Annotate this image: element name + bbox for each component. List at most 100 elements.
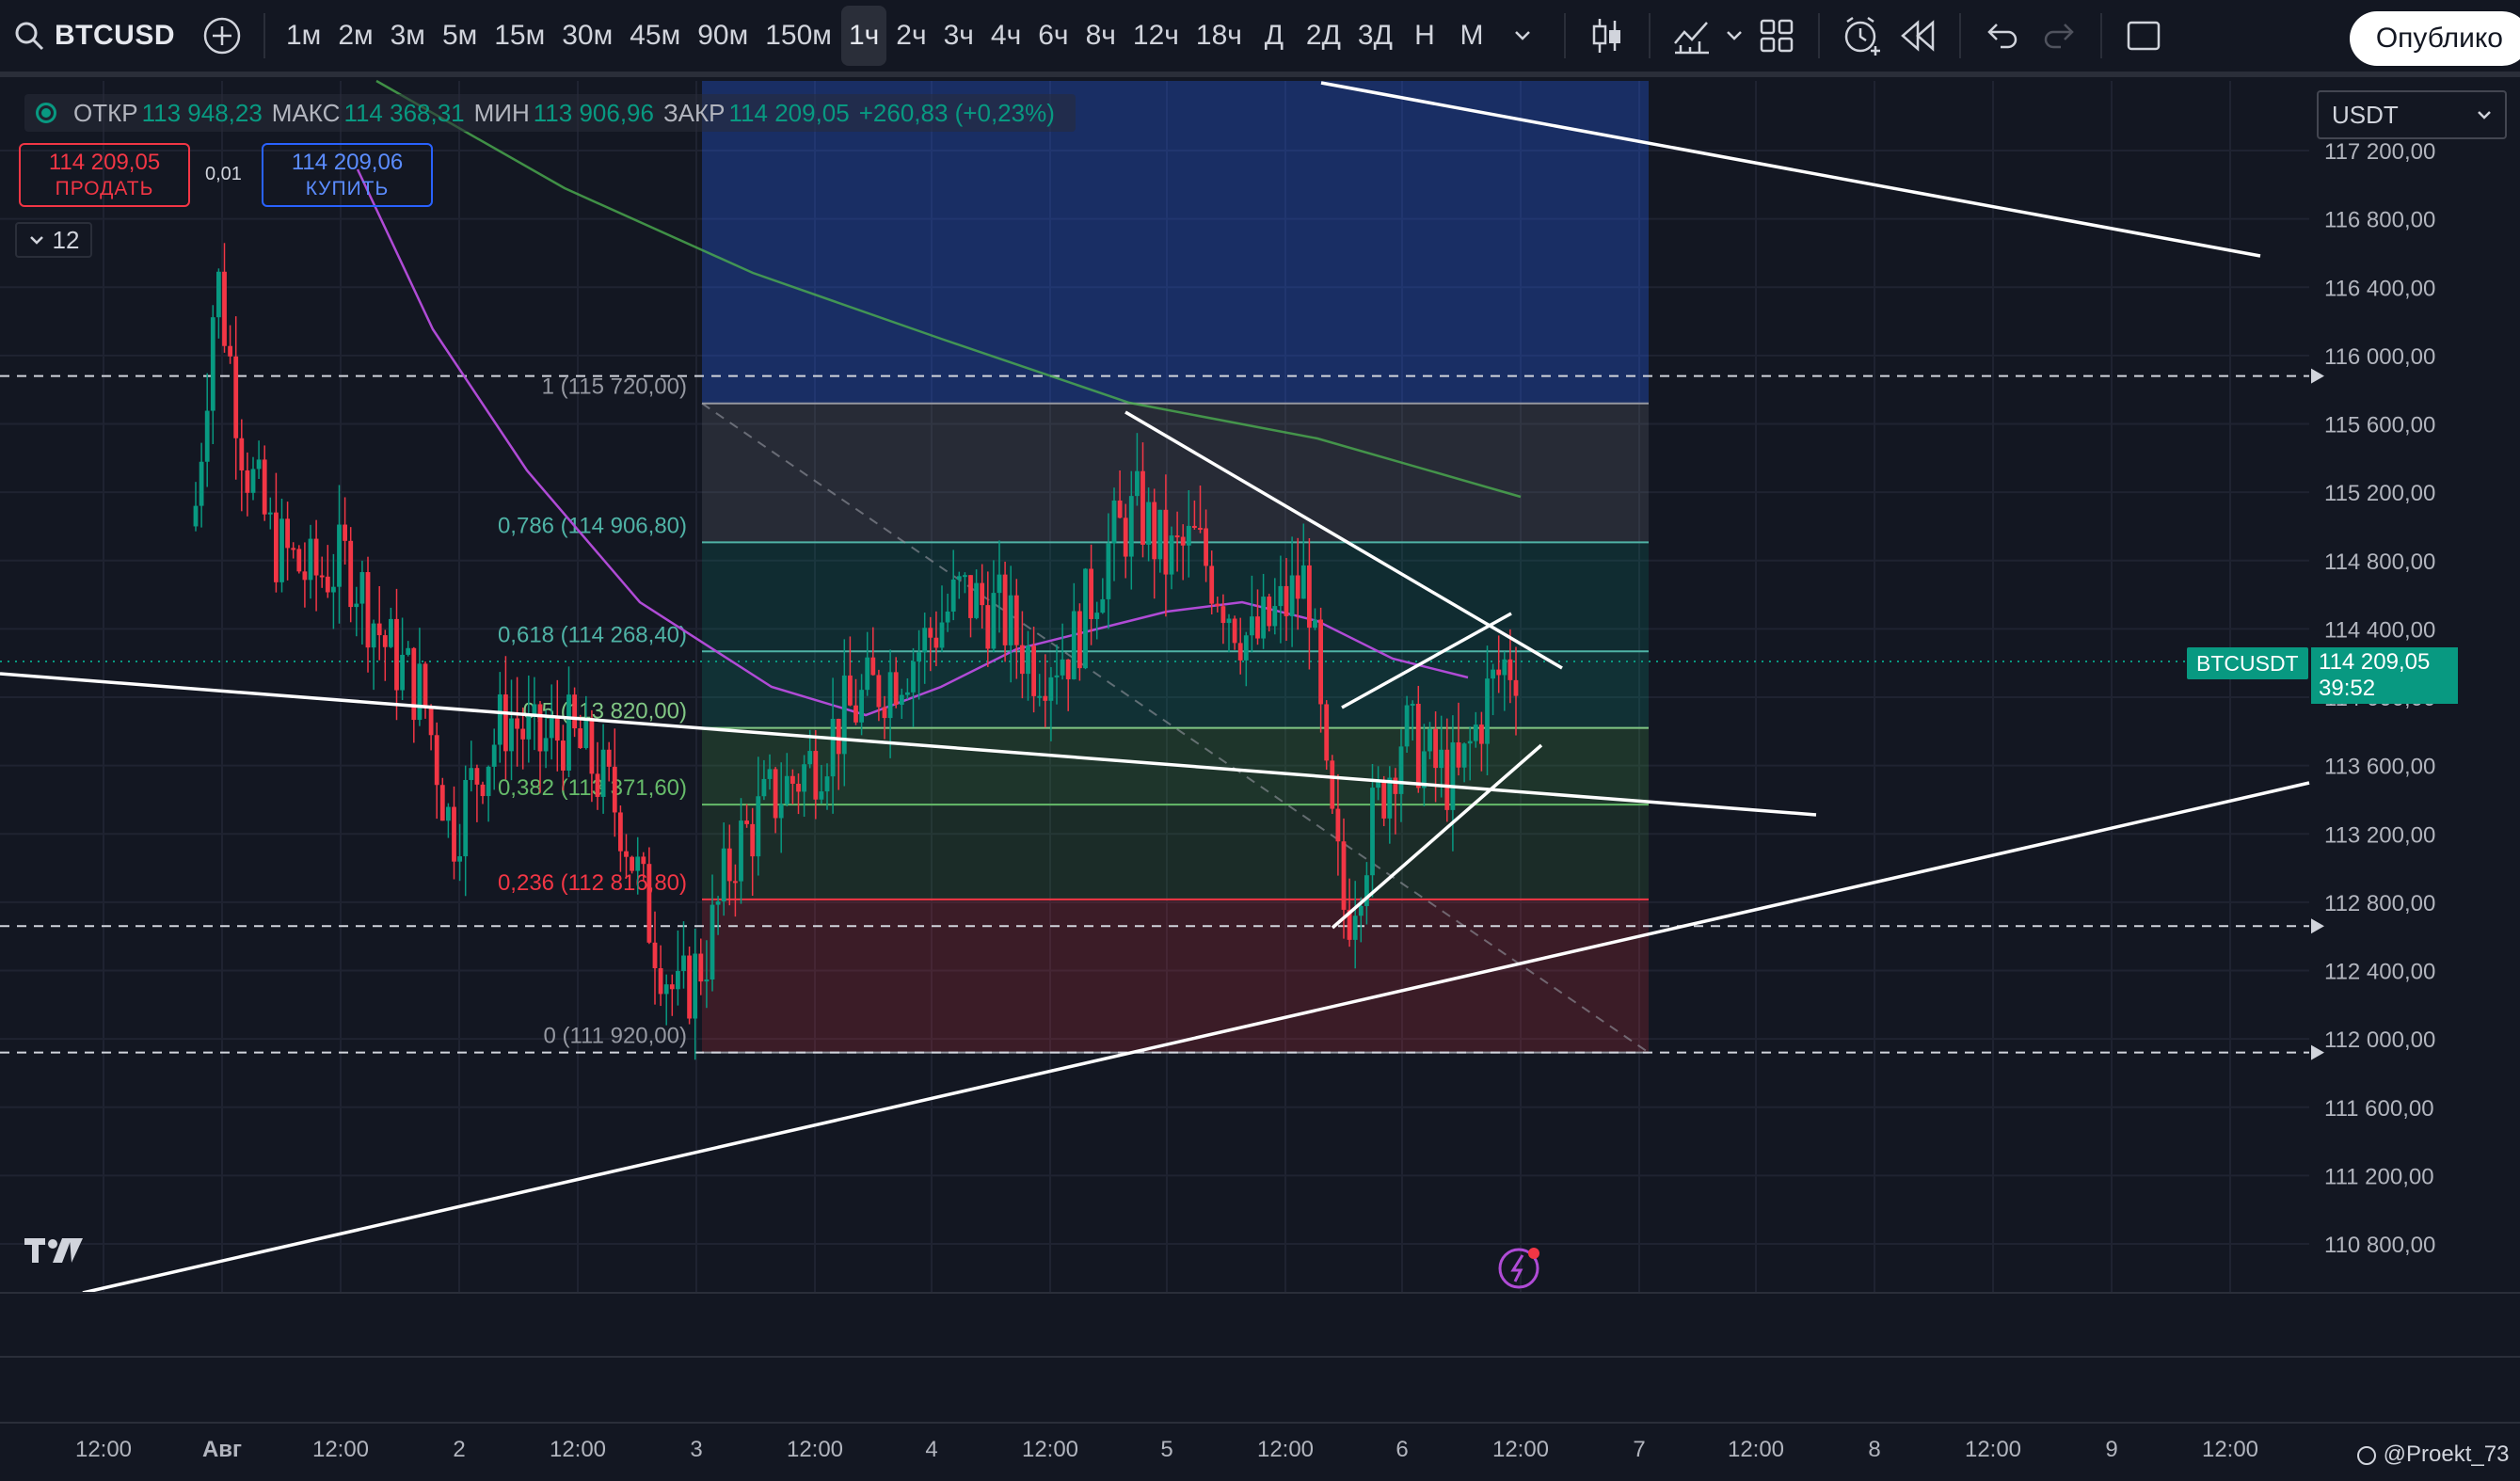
candle-body-171 [1174, 535, 1180, 538]
candle-body-175 [1198, 528, 1203, 531]
candle-body-135 [968, 575, 973, 618]
candle-body-61 [543, 738, 549, 752]
candle-body-224 [1479, 725, 1484, 744]
layout-button[interactable] [1748, 6, 1805, 66]
interval-11[interactable]: 3ч [943, 20, 974, 51]
interval-12[interactable]: 4ч [990, 20, 1022, 51]
interval-6[interactable]: 45м [630, 20, 681, 51]
interval-4[interactable]: 15м [494, 20, 546, 51]
interval-14[interactable]: 8ч [1085, 20, 1116, 51]
lightning-alert-icon[interactable] [1496, 1244, 1543, 1291]
interval-13[interactable]: 6ч [1038, 20, 1069, 51]
candle-body-108 [813, 751, 819, 800]
chevron-down-icon [29, 236, 43, 245]
candle-body-43 [439, 785, 445, 821]
candle-body-181 [1232, 618, 1237, 644]
candle-body-138 [985, 605, 991, 649]
candle-body-134 [963, 575, 967, 578]
candle-body-16 [285, 518, 290, 549]
candle-body-163 [1128, 496, 1134, 557]
fib-label-1: 0,786 (114 906,80) [498, 513, 687, 538]
replay-button[interactable] [1890, 6, 1946, 66]
candle-body-167 [1152, 502, 1157, 560]
compare-add-button[interactable] [194, 6, 250, 66]
candle-body-209 [1393, 777, 1398, 794]
interval-2[interactable]: 3м [390, 20, 425, 51]
sell-label: ПРОДАТЬ [55, 178, 154, 199]
candle-body-60 [537, 704, 543, 752]
interval-5[interactable]: 30м [562, 20, 614, 51]
price-chart[interactable]: 117 200,00 116 800,00 116 400,00 116 000,00… [0, 77, 2520, 1481]
chart-pane[interactable]: 117 200,00 116 800,00 116 400,00 116 000,00… [0, 77, 2520, 1481]
candle-body-87 [693, 953, 698, 1019]
symbol-search[interactable]: BTCUSD [0, 0, 194, 74]
current-price-label: 114 209,05 39:52 [2311, 647, 2458, 704]
indicators-dropdown[interactable] [1720, 6, 1748, 66]
buy-button[interactable]: 114 209,06 КУПИТЬ [262, 143, 433, 207]
interval-dropdown[interactable] [1494, 6, 1551, 66]
interval-10[interactable]: 2ч [896, 20, 927, 51]
currency-select[interactable]: USDT [2317, 90, 2507, 139]
interval-16[interactable]: 18ч [1195, 20, 1242, 51]
sell-button[interactable]: 114 209,05 ПРОДАТЬ [19, 143, 190, 207]
candle-body-212 [1410, 703, 1415, 706]
fib-zone-0 [702, 403, 1649, 543]
candle-body-130 [939, 622, 945, 648]
candle-body-189 [1278, 585, 1284, 607]
time-axis-label: 12:00 [550, 1437, 606, 1462]
candle-body-153 [1071, 611, 1077, 679]
candle-body-216 [1433, 728, 1438, 769]
interval-20[interactable]: Н [1414, 20, 1435, 51]
alert-button[interactable] [1833, 6, 1890, 66]
redo-icon [2044, 24, 2074, 49]
candle-body-89 [704, 979, 710, 982]
chart-type-button[interactable] [1579, 6, 1635, 66]
candle-body-140 [997, 574, 1002, 594]
interval-8[interactable]: 150м [765, 20, 832, 51]
interval-15[interactable]: 12ч [1132, 20, 1179, 51]
candle-body-114 [848, 675, 853, 706]
time-axis-label: 9 [2105, 1437, 2117, 1462]
candle-body-139 [991, 593, 997, 649]
candle-body-50 [480, 784, 486, 797]
price-axis-label: 116 000,00 [2324, 344, 2435, 370]
buy-label: КУПИТЬ [305, 178, 390, 199]
interval-17[interactable]: Д [1264, 20, 1284, 51]
publish-button[interactable]: Опублико [2349, 11, 2520, 66]
search-icon [15, 22, 44, 51]
candle-body-8 [239, 438, 245, 470]
undo-button[interactable] [1974, 6, 2031, 66]
ma-purple-line [356, 168, 1469, 717]
candle-body-53 [497, 694, 502, 745]
tradingview-logo-icon[interactable] [24, 1234, 85, 1266]
fullscreen-button[interactable] [2115, 6, 2172, 66]
candle-body-133 [956, 576, 962, 580]
interval-19[interactable]: 3Д [1357, 20, 1393, 51]
interval-7[interactable]: 90м [697, 20, 749, 51]
interval-21[interactable]: М [1459, 20, 1484, 51]
interval-3[interactable]: 5м [441, 20, 478, 51]
time-axis-label: 12:00 [312, 1437, 369, 1462]
candle-body-30 [365, 572, 371, 648]
candle-body-79 [646, 864, 652, 943]
interval-group: 1м 2м 3м 5м 15м 30м 45м 90м 150м 1ч 2ч 3ч 4ч 6ч 8ч 12ч 1… [279, 6, 1494, 66]
interval-0[interactable]: 1м [286, 20, 322, 51]
candle-body-62 [549, 717, 554, 739]
redo-button[interactable] [2031, 6, 2087, 66]
candle-body-182 [1237, 643, 1243, 661]
interval-9[interactable]: 1ч [840, 6, 887, 66]
candle-body-54 [503, 694, 508, 752]
symbol-price-label: BTCUSDT [2187, 647, 2308, 679]
candle-body-22 [319, 575, 325, 578]
market-status-icon[interactable] [36, 103, 56, 123]
watermark-text: @Proekt_73 [2383, 1441, 2510, 1467]
price-axis-label: 115 600,00 [2324, 413, 2435, 438]
toolbar-divider [2099, 13, 2102, 58]
interval-18[interactable]: 2Д [1305, 20, 1341, 51]
indicators-toggle[interactable]: 12 [15, 222, 92, 258]
time-axis-label: Авг [202, 1437, 242, 1462]
candle-body-105 [796, 783, 801, 792]
interval-1[interactable]: 2м [338, 20, 374, 51]
candle-body-227 [1496, 669, 1502, 676]
indicators-button[interactable] [1664, 6, 1720, 66]
